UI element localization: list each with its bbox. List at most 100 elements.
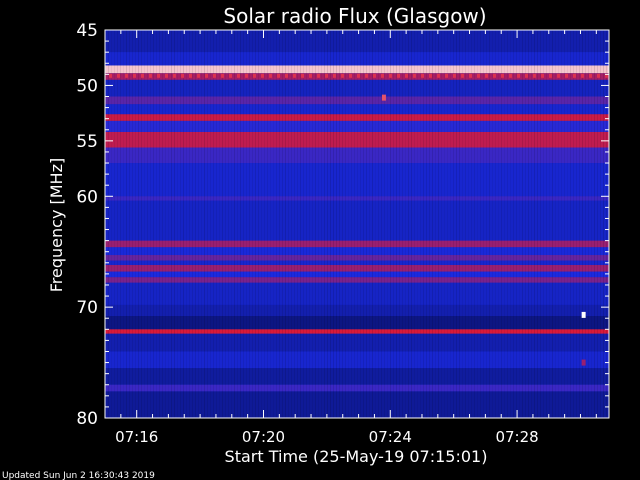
time-streak — [192, 30, 193, 418]
comb-dot — [581, 73, 584, 78]
x-axis-label: Start Time (25-May-19 07:15:01) — [225, 447, 488, 466]
comb-dot — [429, 73, 432, 78]
time-streak — [576, 30, 577, 418]
time-streak — [492, 30, 493, 418]
time-streak — [168, 30, 169, 418]
comb-dot — [309, 73, 312, 78]
frequency-band — [105, 351, 609, 369]
burst-spots — [381, 94, 586, 366]
time-streak — [405, 30, 406, 418]
frequency-band — [105, 196, 609, 201]
time-streak — [360, 30, 361, 418]
time-streak — [315, 30, 316, 418]
frequency-band — [105, 277, 609, 283]
frequency-band — [105, 96, 609, 105]
comb-dot — [461, 73, 464, 78]
time-streak — [207, 30, 208, 418]
comb-dot — [269, 73, 272, 78]
time-streak — [552, 30, 553, 418]
comb-dot — [197, 73, 200, 78]
time-streak — [330, 30, 331, 418]
comb-dot — [109, 73, 112, 78]
time-streak — [345, 30, 346, 418]
time-streak — [288, 30, 289, 418]
burst-spot — [581, 359, 586, 366]
time-streak — [276, 30, 277, 418]
time-streak — [375, 30, 376, 418]
time-streak — [420, 30, 421, 418]
time-streak — [183, 30, 184, 418]
comb-dot — [125, 73, 128, 78]
time-streak — [291, 30, 292, 418]
time-streak — [222, 30, 223, 418]
time-streak — [378, 30, 379, 418]
time-streak — [165, 30, 166, 418]
frequency-band — [105, 304, 609, 317]
time-streak — [363, 30, 364, 418]
time-streak — [582, 30, 583, 418]
time-streak — [534, 30, 535, 418]
comb-dot — [317, 73, 320, 78]
time-streak — [303, 30, 304, 418]
comb-dot — [165, 73, 168, 78]
y-tick-label: 60 — [76, 187, 98, 207]
time-streak — [249, 30, 250, 418]
time-streak — [444, 30, 445, 418]
time-streak — [264, 30, 265, 418]
comb-dot — [293, 73, 296, 78]
time-streak — [297, 30, 298, 418]
x-tick-label: 07:28 — [495, 428, 538, 446]
time-streak — [234, 30, 235, 418]
frequency-bands — [105, 30, 609, 418]
comb-dot — [285, 73, 288, 78]
frequency-band — [105, 120, 609, 132]
comb-dot — [405, 73, 408, 78]
comb-dot — [357, 73, 360, 78]
time-streak — [597, 30, 598, 418]
frequency-band — [105, 52, 609, 66]
time-streak — [135, 30, 136, 418]
comb-dot — [381, 73, 384, 78]
time-streak — [171, 30, 172, 418]
time-streak — [174, 30, 175, 418]
time-streak — [273, 30, 274, 418]
comb-dot — [325, 73, 328, 78]
time-streak — [462, 30, 463, 418]
updated-timestamp: Updated Sun Jun 2 16:30:43 2019 — [2, 471, 155, 480]
comb-dot — [213, 73, 216, 78]
time-streak — [129, 30, 130, 418]
time-streak — [204, 30, 205, 418]
frequency-band — [105, 329, 609, 334]
time-streak — [228, 30, 229, 418]
comb-dot — [229, 73, 232, 78]
time-streak — [138, 30, 139, 418]
time-streak — [417, 30, 418, 418]
comb-dot — [501, 73, 504, 78]
x-tick-label: 07:24 — [369, 428, 412, 446]
time-streak — [324, 30, 325, 418]
time-streak — [231, 30, 232, 418]
time-streak — [414, 30, 415, 418]
time-streak — [480, 30, 481, 418]
time-streak — [549, 30, 550, 418]
frequency-band — [105, 247, 609, 256]
time-streak — [516, 30, 517, 418]
frequency-band — [105, 200, 609, 241]
time-streak — [195, 30, 196, 418]
time-streak — [426, 30, 427, 418]
comb-dot — [437, 73, 440, 78]
y-tick-label: 70 — [76, 298, 98, 318]
time-streak — [108, 30, 109, 418]
frequency-band — [105, 147, 609, 164]
time-streak — [603, 30, 604, 418]
time-streak — [390, 30, 391, 418]
comb-dot — [157, 73, 160, 78]
frequency-band — [105, 131, 609, 148]
time-streak — [453, 30, 454, 418]
frequency-band — [105, 114, 609, 121]
comb-dot — [261, 73, 264, 78]
time-streak — [570, 30, 571, 418]
time-streak — [456, 30, 457, 418]
frequency-band — [105, 271, 609, 278]
time-streak — [384, 30, 385, 418]
